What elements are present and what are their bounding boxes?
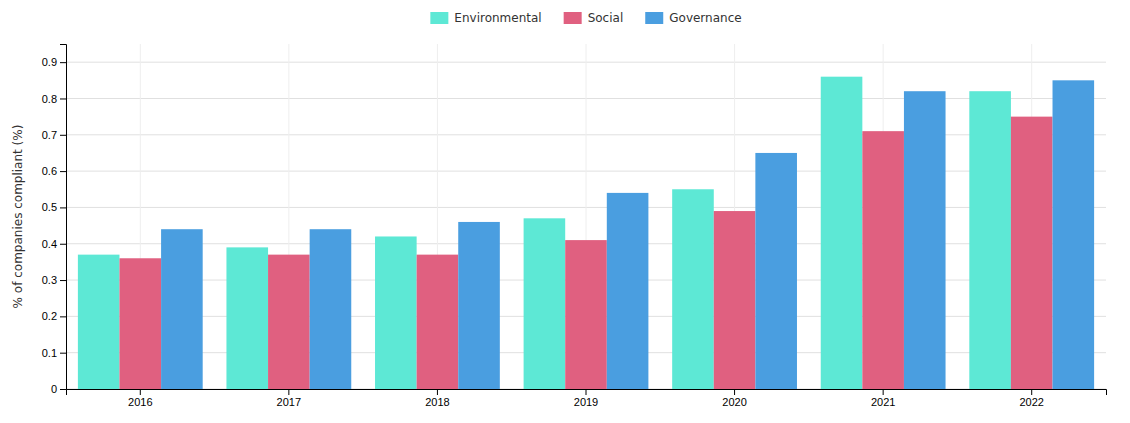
x-tick-mark xyxy=(586,389,587,395)
y-tick-label: 0.3 xyxy=(42,274,57,286)
bar xyxy=(119,258,161,389)
bar xyxy=(969,91,1011,389)
y-tick-label: 0.6 xyxy=(42,165,57,177)
y-tick: 0.4 xyxy=(42,238,66,250)
y-tick: 0.5 xyxy=(42,201,66,213)
y-tick-mark xyxy=(60,280,66,281)
plot: 0 0.1 0.2 0.3 0.4 0.5 0.6 0.7 0.8 0.9 2016 2017 2018… xyxy=(42,44,1107,408)
bar xyxy=(565,240,607,389)
legend-item: Environmental xyxy=(430,11,541,25)
x-tick: 2018 xyxy=(425,389,449,408)
bar xyxy=(714,211,756,389)
y-tick-label: 0.4 xyxy=(42,238,57,250)
x-axis-line xyxy=(67,390,1107,396)
bar xyxy=(458,222,500,389)
bar xyxy=(375,236,417,389)
y-tick: 0.1 xyxy=(42,347,66,359)
y-tick: 0.6 xyxy=(42,165,66,177)
y-tick: 0 xyxy=(51,383,66,395)
x-tick: 2020 xyxy=(722,389,746,408)
bar xyxy=(821,77,863,389)
y-tick-mark xyxy=(60,135,66,136)
legend-swatch xyxy=(564,12,582,24)
bar xyxy=(1053,80,1095,389)
y-tick-label: 0.9 xyxy=(42,56,57,68)
bar-series xyxy=(161,80,1094,389)
grid xyxy=(66,44,1106,389)
bars xyxy=(78,77,1094,389)
y-tick-mark xyxy=(60,62,66,63)
x-tick-label: 2017 xyxy=(277,396,301,408)
bar-series xyxy=(78,77,1011,389)
y-tick-mark xyxy=(60,207,66,208)
bar xyxy=(755,153,797,389)
x-tick-label: 2016 xyxy=(128,396,152,408)
y-tick-mark xyxy=(60,98,66,99)
bar xyxy=(904,91,946,389)
bar xyxy=(862,131,904,389)
y-tick-label: 0 xyxy=(51,383,57,395)
y-tick: 0.9 xyxy=(42,56,66,68)
bar xyxy=(607,193,649,389)
legend-swatch xyxy=(430,12,448,24)
x-tick-label: 2018 xyxy=(425,396,449,408)
bar xyxy=(672,189,714,389)
bar xyxy=(268,255,310,389)
legend-label: Governance xyxy=(669,11,741,25)
legend: Environmental Social Governance xyxy=(430,11,741,25)
legend-label: Social xyxy=(588,11,624,25)
x-tick-mark xyxy=(288,389,289,395)
y-axis-line xyxy=(60,45,67,390)
y-tick-label: 0.2 xyxy=(42,310,57,322)
y-tick: 0.7 xyxy=(42,129,66,141)
bar xyxy=(226,247,268,389)
bar xyxy=(1011,117,1053,389)
x-tick: 2022 xyxy=(1019,389,1043,408)
x-tick-mark xyxy=(734,389,735,395)
legend-item: Social xyxy=(564,11,624,25)
x-tick-mark xyxy=(1031,389,1032,395)
x-tick-mark xyxy=(883,389,884,395)
y-tick: 0.3 xyxy=(42,274,66,286)
y-tick-label: 0.1 xyxy=(42,347,57,359)
bar xyxy=(417,255,459,389)
y-tick: 0.8 xyxy=(42,92,66,104)
x-tick-label: 2022 xyxy=(1019,396,1043,408)
x-tick: 2019 xyxy=(574,389,598,408)
x-tick-label: 2019 xyxy=(574,396,598,408)
legend-swatch xyxy=(645,12,663,24)
x-tick: 2017 xyxy=(277,389,301,408)
x-tick-label: 2020 xyxy=(722,396,746,408)
y-tick-label: 0.5 xyxy=(42,201,57,213)
legend-label: Environmental xyxy=(454,11,541,25)
bar xyxy=(78,255,120,389)
x-axis: 2016 2017 2018 2019 2020 2021 2022 xyxy=(67,389,1107,408)
bar xyxy=(161,229,203,389)
y-tick-mark xyxy=(60,171,66,172)
y-tick-mark xyxy=(60,244,66,245)
x-tick: 2016 xyxy=(128,389,152,408)
y-tick-label: 0.8 xyxy=(42,92,57,104)
x-tick-mark xyxy=(437,389,438,395)
legend-item: Governance xyxy=(645,11,741,25)
x-tick-label: 2021 xyxy=(871,396,895,408)
x-tick-mark xyxy=(140,389,141,395)
bar xyxy=(524,218,566,389)
y-tick-label: 0.7 xyxy=(42,129,57,141)
chart: 0 0.1 0.2 0.3 0.4 0.5 0.6 0.7 0.8 0.9 2016 2017 2018… xyxy=(0,0,1130,423)
x-tick: 2021 xyxy=(871,389,895,408)
y-tick: 0.2 xyxy=(42,310,66,322)
bar xyxy=(310,229,352,389)
y-tick-mark xyxy=(60,353,66,354)
y-axis-title: % of companies compliant (%) xyxy=(11,125,25,309)
y-axis: 0 0.1 0.2 0.3 0.4 0.5 0.6 0.7 0.8 0.9 xyxy=(42,45,67,396)
y-tick-mark xyxy=(60,316,66,317)
y-tick-mark xyxy=(60,389,66,390)
